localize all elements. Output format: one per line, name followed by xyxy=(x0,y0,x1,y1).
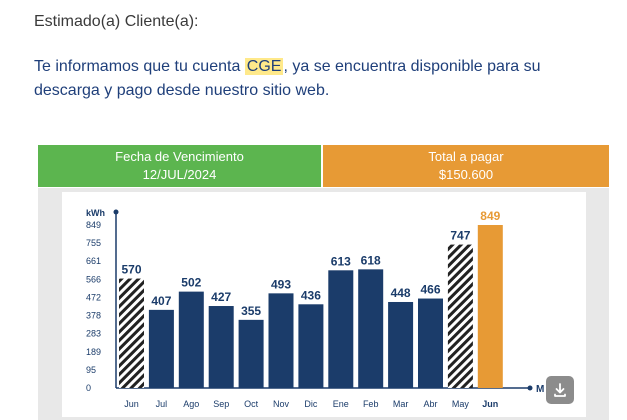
download-button[interactable] xyxy=(546,376,574,404)
bar-value-label: 427 xyxy=(211,290,231,304)
bar-feb xyxy=(358,269,384,388)
x-category-label: Mar xyxy=(393,399,409,409)
bar-nov xyxy=(268,293,294,388)
bar-value-label: 466 xyxy=(420,283,440,297)
due-date-banner: Fecha de Vencimiento 12/JUL/2024 xyxy=(38,145,321,187)
bar-value-label: 613 xyxy=(331,254,351,268)
x-category-label: Jun xyxy=(124,399,139,409)
y-tick-label: 0 xyxy=(86,383,91,393)
account-highlight: CGE xyxy=(244,58,284,75)
bar-value-label: 502 xyxy=(181,276,201,290)
bar-oct xyxy=(238,319,264,388)
bar-jun xyxy=(119,278,144,388)
bar-value-label: 448 xyxy=(391,286,411,300)
bar-dic xyxy=(298,304,324,388)
x-category-label: Nov xyxy=(273,399,290,409)
intro-after: , ya se encuentra disponible para su des… xyxy=(34,58,541,99)
x-category-label: Ago xyxy=(183,399,199,409)
x-category-label: Sep xyxy=(213,399,229,409)
x-category-label: Feb xyxy=(363,399,379,409)
x-category-label: Jul xyxy=(156,399,168,409)
bar-value-label: 436 xyxy=(301,288,321,302)
due-date-value: 12/JUL/2024 xyxy=(142,167,217,182)
x-category-label: Dic xyxy=(304,399,317,409)
bar-jul xyxy=(148,309,174,388)
bar-value-label: 407 xyxy=(151,294,171,308)
x-category-label: May xyxy=(452,399,470,409)
greeting: Estimado(a) Cliente(a): xyxy=(34,13,199,30)
intro-before: Te informamos que tu cuenta xyxy=(34,58,245,75)
x-axis-label: M xyxy=(536,384,544,395)
y-tick-label: 283 xyxy=(86,329,101,339)
bar-jun xyxy=(477,225,503,388)
y-axis-end-dot xyxy=(113,209,119,215)
x-category-label: Abr xyxy=(423,399,437,409)
bar-value-label: 618 xyxy=(361,253,381,267)
y-tick-label: 566 xyxy=(86,274,101,284)
bar-value-label: 570 xyxy=(121,263,141,277)
x-axis-end-dot xyxy=(527,385,533,391)
total-due-banner: Total a pagar $150.600 xyxy=(323,145,609,187)
bar-mar xyxy=(388,301,414,388)
y-tick-label: 755 xyxy=(86,238,101,248)
y-tick-label: 661 xyxy=(86,256,101,266)
y-tick-label: 849 xyxy=(86,220,101,230)
x-category-label: Ene xyxy=(333,399,349,409)
bar-value-label: 355 xyxy=(241,304,261,318)
bar-sep xyxy=(208,306,234,388)
y-tick-label: 189 xyxy=(86,347,101,357)
due-date-label: Fecha de Vencimiento xyxy=(115,149,244,164)
bar-value-label: 747 xyxy=(450,229,470,243)
bar-value-label: 493 xyxy=(271,277,291,291)
download-icon xyxy=(554,383,566,397)
intro-text: Te informamos que tu cuenta CGE, ya se e… xyxy=(34,55,574,103)
total-due-label: Total a pagar xyxy=(428,149,504,164)
y-tick-label: 378 xyxy=(86,311,101,321)
y-axis-label: kWh xyxy=(86,208,105,218)
bar-abr xyxy=(418,298,443,388)
x-category-label: Oct xyxy=(244,399,259,409)
total-due-value: $150.600 xyxy=(438,167,494,182)
y-tick-label: 472 xyxy=(86,292,101,302)
y-tick-label: 95 xyxy=(86,365,96,375)
bar-may xyxy=(447,244,473,388)
bar-ago xyxy=(178,291,204,388)
bar-ene xyxy=(328,270,354,388)
bar-value-label: 849 xyxy=(480,209,500,223)
x-category-label: Jun xyxy=(482,399,498,409)
